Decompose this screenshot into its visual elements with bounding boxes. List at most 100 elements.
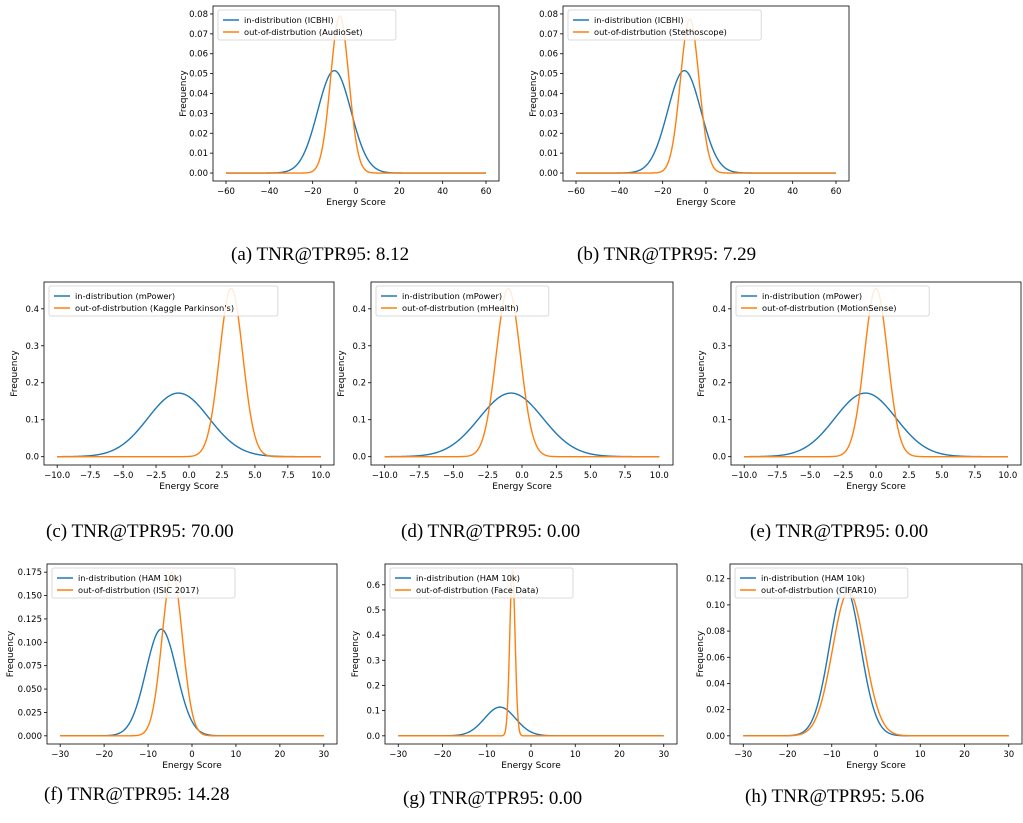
x-tick-label: 5.0 xyxy=(935,471,949,481)
series-line-out xyxy=(743,591,1009,737)
x-axis-label: Energy Score xyxy=(846,482,906,492)
legend-label: out-of-distrbution (Kaggle Parkinson's) xyxy=(75,303,234,313)
series-line-out xyxy=(226,15,486,174)
y-axis-label: Frequency xyxy=(10,350,20,397)
y-tick-label: 0.0 xyxy=(352,453,366,463)
x-tick-label: 0 xyxy=(873,750,878,760)
x-tick-label: −30 xyxy=(389,750,407,760)
x-tick-label: −10.0 xyxy=(731,471,757,481)
x-tick-label: −10 xyxy=(139,750,157,760)
y-tick-label: 0.00 xyxy=(706,732,725,742)
x-tick-label: 20 xyxy=(394,187,405,197)
chart-f-svg: 0.000 0.025 0.050 0.075 0.100 0.125 0.150 0.175… xyxy=(6,563,338,771)
x-tick-label: 40 xyxy=(437,187,448,197)
y-tick-label: 0.4 xyxy=(25,305,39,315)
y-tick-label: 0.03 xyxy=(539,109,558,119)
chart-c-svg: 0.0 0.1 0.2 0.3 0.4 −10.0 −7.5 −5.0 −2.5 0.0 2.5 5.… xyxy=(10,281,335,492)
x-tick-label: −20 xyxy=(434,750,452,760)
y-tick-label: 0.04 xyxy=(189,90,208,100)
x-tick-label: 10.0 xyxy=(998,471,1017,481)
x-tick-label: −2.5 xyxy=(477,471,498,481)
legend-box xyxy=(567,9,762,41)
x-tick-label: −40 xyxy=(610,187,628,197)
legend-box xyxy=(48,285,279,317)
x-tick-label: −10.0 xyxy=(44,471,70,481)
x-tick-label: 10 xyxy=(570,750,581,760)
x-tick-label: 30 xyxy=(318,750,329,760)
legend-label: out-of-distrbution (MotionSense) xyxy=(762,303,897,313)
y-tick-label: 0.3 xyxy=(366,656,380,666)
chart-b-svg: 0.00 0.01 0.02 0.03 0.04 0.05 0.06 0.07 0.08 −60 −… xyxy=(529,5,850,208)
y-tick-label: 0.4 xyxy=(366,631,380,641)
legend-label: in-distribution (mPower) xyxy=(75,291,175,301)
x-tick-label: 2.5 xyxy=(902,471,916,481)
chart-panel-g: 0.0 0.1 0.2 0.3 0.4 0.5 0.6 −30 −20 −10 0 10 20 30 Ene… xyxy=(340,556,680,780)
chart-panel-h: 0.00 0.02 0.04 0.06 0.08 0.10 0.12 −30 −20 −10 0 10… xyxy=(683,556,1023,780)
x-axis-label: Energy Score xyxy=(162,761,222,771)
caption-a: (a) TNR@TPR95: 8.12 xyxy=(231,244,410,265)
y-tick-label: 0.6 xyxy=(366,581,380,591)
legend-label: out-of-distrbution (Stethoscope) xyxy=(594,27,727,37)
caption-g: (g) TNR@TPR95: 0.00 xyxy=(403,788,583,809)
series-line-in xyxy=(744,392,1008,458)
series-line-out xyxy=(384,287,660,458)
x-tick-label: 0 xyxy=(528,750,533,760)
series-line-in xyxy=(743,585,1009,737)
x-tick-label: 20 xyxy=(614,750,625,760)
y-tick-label: 0.025 xyxy=(18,708,42,718)
y-tick-label: 0.175 xyxy=(18,568,42,578)
y-tick-label: 0.08 xyxy=(539,10,558,20)
y-tick-label: 0.0 xyxy=(366,732,380,742)
x-tick-label: −10 xyxy=(823,750,841,760)
x-tick-label: −40 xyxy=(260,187,278,197)
y-axis-label: Frequency xyxy=(351,630,361,677)
y-tick-label: 0.02 xyxy=(539,129,558,139)
x-tick-label: −7.5 xyxy=(409,471,430,481)
chart-panel-e: 0.0 0.1 0.2 0.3 0.4 −10.0 −7.5 −5.0 −2.5 0.0 2.5 5.… xyxy=(683,276,1023,508)
series-line-in xyxy=(60,628,324,737)
x-tick-label: −30 xyxy=(734,750,752,760)
chart-h-svg: 0.00 0.02 0.04 0.06 0.08 0.10 0.12 −30 −20 −10 0 10… xyxy=(696,563,1023,771)
y-axis-label: Frequency xyxy=(337,350,347,397)
x-tick-label: −60 xyxy=(567,187,585,197)
x-tick-label: 10 xyxy=(231,750,242,760)
x-tick-label: 7.5 xyxy=(618,471,632,481)
x-tick-label: −10 xyxy=(478,750,496,760)
y-tick-label: 0.000 xyxy=(18,732,42,742)
x-tick-label: −5.0 xyxy=(443,471,464,481)
x-tick-label: −60 xyxy=(217,187,235,197)
x-tick-label: −20 xyxy=(304,187,322,197)
y-tick-label: 0.2 xyxy=(25,379,39,389)
y-tick-label: 0.2 xyxy=(366,681,380,691)
x-axis-label: Energy Score xyxy=(326,198,386,208)
legend-label: in-distribution (HAM 10k) xyxy=(78,573,182,583)
x-tick-label: 0.0 xyxy=(869,471,883,481)
legend-box xyxy=(734,567,909,599)
y-tick-label: 0.06 xyxy=(189,50,208,60)
x-tick-label: 5.0 xyxy=(584,471,598,481)
y-tick-label: 0.0 xyxy=(25,453,39,463)
y-tick-label: 0.1 xyxy=(366,707,380,717)
y-tick-label: 0.02 xyxy=(706,706,725,716)
x-tick-label: −7.5 xyxy=(80,471,101,481)
series-line-in xyxy=(398,706,664,737)
caption-d: (d) TNR@TPR95: 0.00 xyxy=(401,521,581,542)
x-tick-label: 40 xyxy=(787,187,798,197)
x-tick-label: 7.5 xyxy=(281,471,295,481)
legend-label: in-distribution (mPower) xyxy=(762,291,862,301)
caption-c: (c) TNR@TPR95: 70.00 xyxy=(46,521,234,542)
x-tick-label: 20 xyxy=(274,750,285,760)
x-tick-label: 2.5 xyxy=(550,471,564,481)
legend-box xyxy=(51,567,236,599)
x-tick-label: 2.5 xyxy=(215,471,229,481)
y-tick-label: 0.3 xyxy=(25,342,39,352)
legend-label: in-distribution (HAM 10k) xyxy=(416,573,520,583)
legend-box xyxy=(217,9,397,41)
y-tick-label: 0.00 xyxy=(539,169,558,179)
y-tick-label: 0.2 xyxy=(352,379,366,389)
chart-panel-a: 0.00 0.01 0.02 0.03 0.04 0.05 0.06 0.07 0.08 −60 −… xyxy=(170,0,500,228)
y-tick-label: 0.2 xyxy=(712,379,726,389)
y-tick-label: 0.1 xyxy=(712,416,726,426)
y-tick-label: 0.3 xyxy=(352,342,366,352)
x-tick-label: 10.0 xyxy=(311,471,330,481)
